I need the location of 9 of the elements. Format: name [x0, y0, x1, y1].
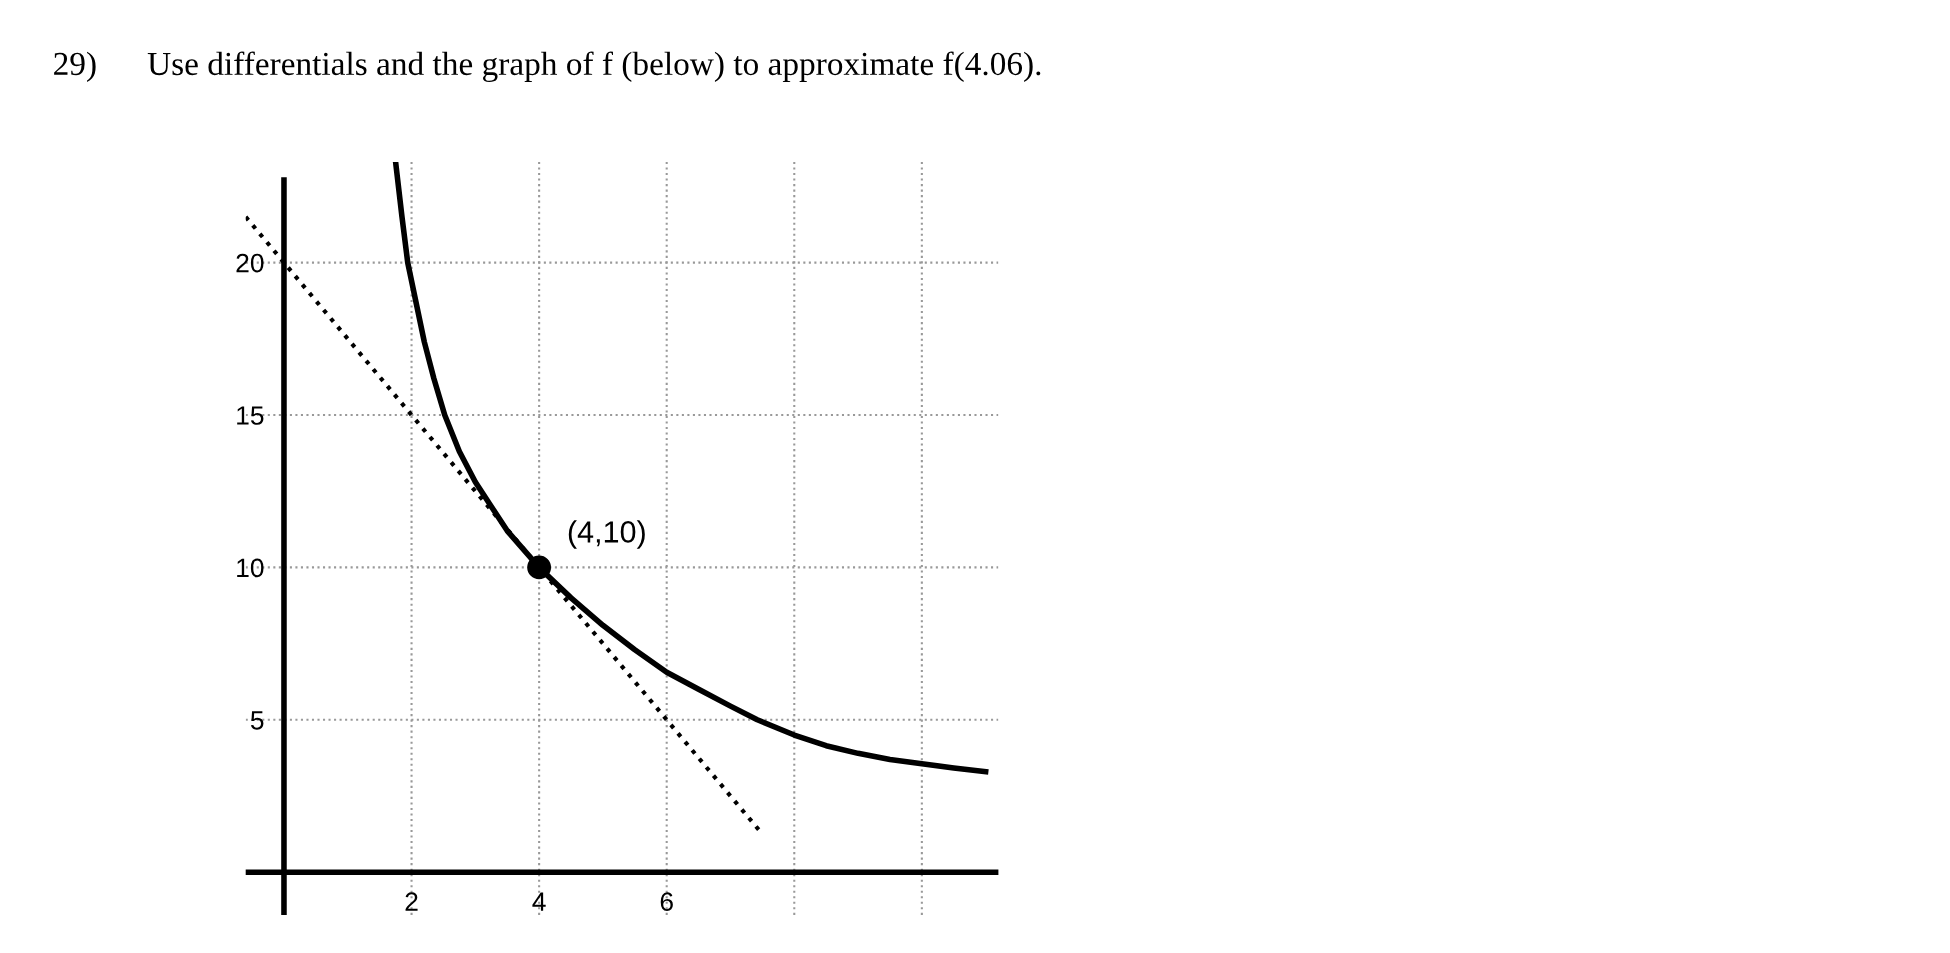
- y-tick-label: 15: [237, 406, 264, 425]
- chart-title: 29) Use differentials and the graph of f (below) to approximate f(4.06).: [54, 51, 1041, 83]
- x-tick-label: 4: [532, 892, 546, 911]
- y-tick-label: 10: [237, 558, 264, 578]
- annotation: (4,10): [568, 520, 645, 549]
- y-tick-label: 20: [236, 253, 264, 273]
- y-tick-label: 5: [250, 711, 264, 730]
- x-tick-label: 6: [660, 892, 673, 912]
- x-tick-label: 2: [405, 892, 418, 911]
